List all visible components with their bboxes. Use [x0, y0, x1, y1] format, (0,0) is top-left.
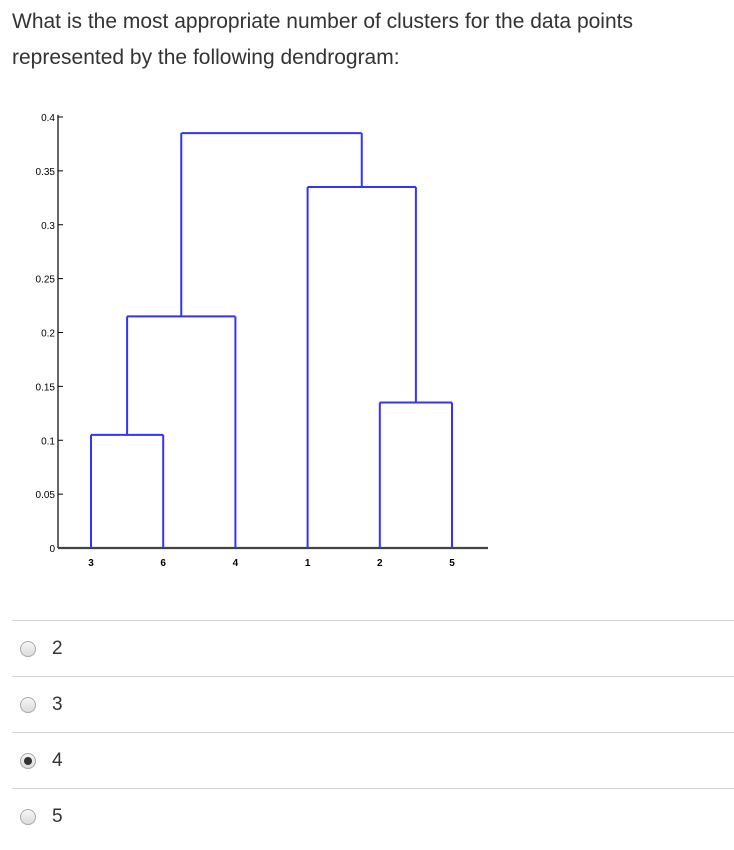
y-tick-label: 0.3 — [41, 221, 55, 232]
dendrogram-links — [90, 132, 453, 548]
answer-option-2[interactable]: 3 — [12, 676, 734, 732]
x-tick-label: 6 — [160, 558, 166, 569]
radio-button-2[interactable] — [20, 696, 36, 713]
y-tick-label: 0 — [49, 544, 55, 555]
radio-button-1[interactable] — [20, 640, 36, 657]
y-tick-label: 0.15 — [36, 382, 56, 393]
y-tick-label: 0.1 — [41, 436, 55, 447]
answer-option-label: 3 — [52, 693, 63, 715]
x-tick-label: 1 — [305, 558, 311, 569]
answer-option-1[interactable]: 2 — [12, 620, 734, 676]
y-tick-label: 0.4 — [41, 113, 55, 124]
x-tick-label: 4 — [233, 558, 239, 569]
x-tick-label: 2 — [377, 558, 383, 569]
y-tick-label: 0.25 — [36, 275, 56, 286]
radio-button-3[interactable] — [20, 752, 36, 769]
y-axis: 0 0.05 0.1 0.15 0.2 0.25 0.3 0.35 0.4 — [36, 113, 63, 555]
radio-button-4[interactable] — [20, 808, 36, 825]
x-axis: 3 6 4 1 2 5 — [58, 546, 488, 569]
answer-options: 2 3 4 5 — [12, 620, 734, 844]
answer-option-label: 4 — [52, 749, 63, 771]
answer-option-3[interactable]: 4 — [12, 732, 734, 788]
answer-option-label: 2 — [52, 637, 63, 659]
dendrogram-chart: 0 0.05 0.1 0.15 0.2 0.25 0.3 0.35 0.4 3 6 4 1 2 5 — [36, 113, 488, 569]
answer-option-4[interactable]: 5 — [12, 788, 734, 844]
question-text: What is the most appropriate number of c… — [12, 10, 633, 69]
y-tick-label: 0.05 — [36, 490, 56, 501]
answer-option-label: 5 — [52, 805, 63, 827]
x-tick-label: 3 — [88, 558, 94, 569]
x-tick-label: 5 — [449, 558, 455, 569]
y-tick-label: 0.2 — [41, 329, 55, 340]
y-tick-label: 0.35 — [36, 167, 56, 178]
